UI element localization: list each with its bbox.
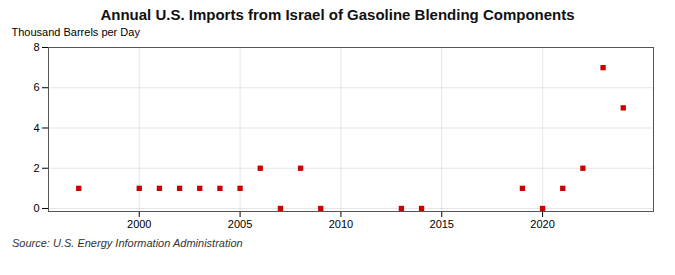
svg-text:2: 2 — [33, 162, 39, 174]
svg-text:2015: 2015 — [430, 218, 454, 230]
html-text:Source: U.S. Energy Informatio: Source: U.S. Energy Information Administ… — [12, 237, 243, 249]
svg-text:2010: 2010 — [329, 218, 353, 230]
svg-text:8: 8 — [33, 41, 39, 53]
svg-text:6: 6 — [33, 81, 39, 93]
svg-text:4: 4 — [33, 122, 39, 134]
svg-text:0: 0 — [33, 202, 39, 214]
svg-text:2000: 2000 — [127, 218, 151, 230]
html-text:Annual U.S. Imports from Israe: Annual U.S. Imports from Israel of Gasol… — [100, 6, 575, 23]
svg-text:2020: 2020 — [530, 218, 554, 230]
svg-text:2005: 2005 — [228, 218, 252, 230]
svg-text:Thousand Barrels per Day: Thousand Barrels per Day — [12, 26, 141, 38]
